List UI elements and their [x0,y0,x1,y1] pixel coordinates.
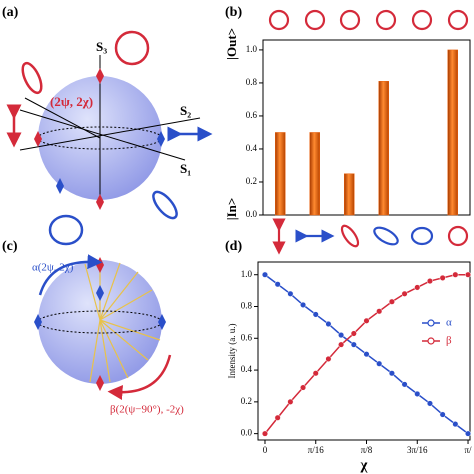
point-label: (2ψ, 2χ) [50,94,93,109]
data-point [414,390,421,397]
data-point [439,411,446,418]
bar [378,81,389,216]
data-point [338,332,345,339]
data-point [363,317,370,324]
data-point [338,341,345,348]
y-axis-label: Intensity (a. u.) [227,324,237,379]
legend-marker [427,319,435,327]
data-point [464,271,472,278]
y-tick-label: 0.8 [246,77,258,87]
data-point [350,330,357,337]
y-tick-label: 1.0 [241,269,253,279]
data-point [274,414,281,421]
y-tick-label: 0.0 [246,209,258,219]
data-point [287,398,294,405]
x-tick-label: 0 [263,445,268,455]
data-point [452,421,459,428]
data-point [426,278,434,285]
axis-label: S₂ [180,103,191,118]
data-point [388,370,395,377]
panel-label: (c) [2,239,18,254]
data-point [300,384,307,391]
data-point [363,351,370,358]
data-point [261,430,269,437]
data-point [426,400,434,407]
y-tick-label: 1.0 [246,44,258,54]
x-tick-label: 3π/16 [407,445,428,455]
y-tick-label: 0.6 [246,110,258,120]
point-label: α(2ψ, 2χ) [32,262,74,274]
data-point [287,290,294,297]
data-point [401,381,408,388]
data-point [452,271,459,278]
x-tick-label: π/8 [361,445,373,455]
data-point [325,355,332,362]
axis-label: S₁ [180,161,191,176]
bar [344,173,355,216]
axis-label: S₃ [96,39,107,54]
y-tick-label: 0.0 [241,428,253,438]
data-point [414,284,421,291]
data-point [325,320,332,328]
y-tick-label: 0.2 [241,396,252,406]
y-tick-label: 0.4 [241,364,253,374]
panel-label: (b) [225,5,242,20]
data-point [300,301,307,308]
y-tick-label: 0.2 [246,176,257,186]
data-point [439,274,446,281]
y-tick-label: 0.8 [241,301,253,311]
data-point [312,311,319,318]
legend-marker [427,337,435,345]
y-tick-label: 0.4 [246,143,258,153]
data-point [261,271,269,278]
data-point [274,281,281,288]
legend-label: β [446,335,452,347]
bar [275,132,286,216]
data-point [464,430,472,437]
data-point [376,308,383,315]
y-tick-label: 0.6 [241,332,253,342]
axes-frame [262,39,471,216]
polarization-icons [268,9,469,255]
data-point [312,370,319,377]
panel-label: (a) [2,5,19,20]
axes-frame [257,261,471,441]
data-point [388,298,395,305]
state-label: |Out> [224,28,239,60]
x-axis-label: χ [360,457,369,473]
x-tick-label: π/ [465,445,473,455]
sphere-a [6,30,213,246]
bar [309,132,320,216]
point-label: β(2(ψ−90°), -2χ) [110,404,184,416]
data-point [401,290,408,297]
bar [447,49,458,216]
state-label: |In> [224,198,239,221]
panel-label: (d) [225,239,242,254]
x-tick-label: π/16 [308,445,325,455]
data-point [350,341,357,348]
legend-label: α [446,317,452,329]
sphere-c [34,254,172,400]
data-point [376,360,383,367]
